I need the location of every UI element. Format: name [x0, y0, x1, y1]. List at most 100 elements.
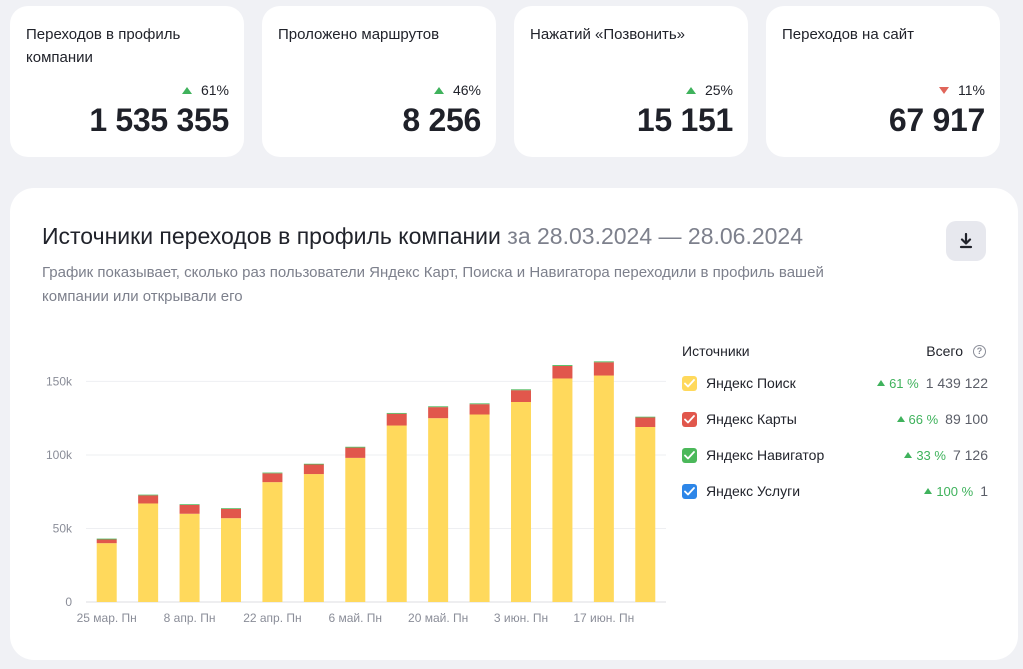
legend-header: Источники Всего ?	[682, 338, 992, 366]
bar-segment[interactable]	[262, 473, 283, 483]
legend-item-pct: 61 %	[877, 376, 919, 391]
bar-segment[interactable]	[552, 365, 573, 379]
bar-segment[interactable]	[386, 412, 407, 414]
panel-description: График показывает, сколько раз пользоват…	[42, 264, 824, 305]
kpi-value: 1 535 355	[89, 102, 229, 138]
x-tick-label: 17 июн. Пн	[573, 611, 634, 625]
legend-item-total: 7 126	[952, 447, 988, 463]
legend-item-name: Яндекс Услуги	[706, 483, 801, 499]
bar-segment[interactable]	[179, 504, 200, 505]
bar-segment[interactable]	[428, 406, 449, 408]
bar-segment[interactable]	[303, 474, 324, 602]
bar-segment[interactable]	[138, 503, 159, 602]
bar-segment[interactable]	[511, 389, 531, 391]
x-tick-label: 22 апр. Пн	[243, 611, 301, 625]
bar-segment[interactable]	[96, 538, 117, 540]
kpi-delta: 61%	[181, 82, 229, 98]
y-tick-label: 0	[65, 595, 72, 609]
panel-title-text: Источники переходов в профиль компании	[42, 223, 501, 249]
bar-segment[interactable]	[96, 539, 117, 544]
bar-segment[interactable]	[303, 463, 324, 465]
bar-segment[interactable]	[262, 482, 283, 602]
bar-segment[interactable]	[469, 404, 490, 415]
bar-segment[interactable]	[511, 402, 531, 602]
legend-header-sources: Источники	[682, 343, 750, 359]
kpi-value: 8 256	[402, 102, 481, 138]
bar-segment[interactable]	[552, 365, 573, 366]
kpi-value: 67 917	[888, 102, 985, 138]
bar-segment[interactable]	[511, 390, 531, 402]
checkbox-checked-icon[interactable]	[682, 448, 697, 463]
y-tick-label: 150k	[46, 374, 73, 388]
kpi-card-routes[interactable]: Проложено маршрутов 46% 8 256	[262, 6, 496, 157]
legend-item-stats: 100 % 1	[924, 483, 988, 499]
sources-panel: Источники переходов в профиль компании з…	[10, 188, 1018, 660]
kpi-card-profile-visits[interactable]: Переходов в профиль компании 61% 1 535 3…	[10, 6, 244, 157]
legend-item-name: Яндекс Навигатор	[706, 447, 825, 463]
bar-segment[interactable]	[345, 447, 366, 458]
x-tick-label: 8 апр. Пн	[164, 611, 216, 625]
legend-item[interactable]: Яндекс Навигатор 33 % 7 126	[682, 438, 992, 474]
bar-segment[interactable]	[221, 508, 241, 519]
bar-segment[interactable]	[96, 543, 117, 602]
bar-segment[interactable]	[262, 472, 283, 474]
bar-segment[interactable]	[593, 375, 614, 602]
panel-period: за 28.03.2024 — 28.06.2024	[507, 223, 804, 249]
x-tick-label: 20 май. Пн	[408, 611, 468, 625]
legend-item-pct: 100 %	[924, 484, 973, 499]
bar-segment[interactable]	[428, 407, 449, 419]
checkbox-checked-icon[interactable]	[682, 376, 697, 391]
bar-segment[interactable]	[635, 427, 656, 602]
bar-segment[interactable]	[635, 417, 656, 427]
legend-item-name: Яндекс Поиск	[706, 375, 796, 391]
bar-segment[interactable]	[138, 495, 159, 504]
question-circle-icon[interactable]: ?	[973, 344, 986, 358]
checkbox-checked-icon[interactable]	[682, 484, 697, 499]
bar-segment[interactable]	[179, 504, 200, 514]
legend-item-total: 1	[980, 483, 988, 499]
x-tick-label: 6 май. Пн	[329, 611, 383, 625]
trend-up-icon	[904, 452, 913, 458]
bar-segment[interactable]	[345, 457, 366, 602]
legend-item-stats: 66 % 89 100	[896, 411, 988, 427]
bar-segment[interactable]	[345, 446, 366, 448]
bar-segment[interactable]	[428, 418, 449, 602]
trend-up-icon	[877, 380, 886, 386]
legend-item[interactable]: Яндекс Поиск 61 % 1 439 122	[682, 366, 992, 402]
bar-segment[interactable]	[179, 513, 200, 602]
legend-item[interactable]: Яндекс Карты 66 % 89 100	[682, 402, 992, 438]
trend-up-icon	[924, 488, 933, 494]
panel-title: Источники переходов в профиль компании з…	[42, 223, 803, 250]
bar-segment[interactable]	[221, 518, 241, 602]
legend: Источники Всего ? Яндекс Поиск 61 % 1 439 …	[682, 338, 992, 510]
legend-item-name: Яндекс Карты	[706, 411, 797, 427]
kpi-title: Переходов в профиль компании	[26, 26, 181, 66]
trend-up-icon	[896, 416, 905, 422]
kpi-row: Переходов в профиль компании 61% 1 535 3…	[10, 6, 1012, 157]
bar-segment[interactable]	[593, 361, 614, 363]
trend-up-icon	[181, 86, 192, 94]
download-icon	[959, 233, 973, 249]
kpi-card-calls[interactable]: Нажатий «Позвонить» 25% 15 151	[514, 6, 748, 157]
bar-segment[interactable]	[469, 403, 490, 405]
kpi-card-site-visits[interactable]: Переходов на сайт 11% 67 917	[766, 6, 1000, 157]
bar-segment[interactable]	[469, 414, 490, 603]
trend-up-icon	[685, 86, 696, 94]
bar-segment[interactable]	[593, 362, 614, 376]
download-button[interactable]	[946, 221, 986, 261]
bar-segment[interactable]	[303, 464, 324, 475]
x-tick-label: 25 мар. Пн	[77, 611, 137, 625]
bar-segment[interactable]	[552, 378, 573, 602]
bar-segment[interactable]	[221, 508, 241, 509]
bar-segment[interactable]	[635, 416, 656, 418]
bar-segment[interactable]	[386, 413, 407, 426]
bar-segment[interactable]	[386, 425, 407, 602]
checkbox-checked-icon[interactable]	[682, 412, 697, 427]
legend-header-total: Всего ?	[926, 343, 986, 359]
kpi-title: Нажатий «Позвонить»	[530, 26, 686, 43]
kpi-title: Проложено маршрутов	[278, 26, 440, 43]
legend-item[interactable]: Яндекс Услуги 100 % 1	[682, 474, 992, 510]
legend-item-pct: 33 %	[904, 448, 946, 463]
bar-segment[interactable]	[138, 494, 159, 496]
y-tick-label: 100k	[46, 448, 73, 462]
